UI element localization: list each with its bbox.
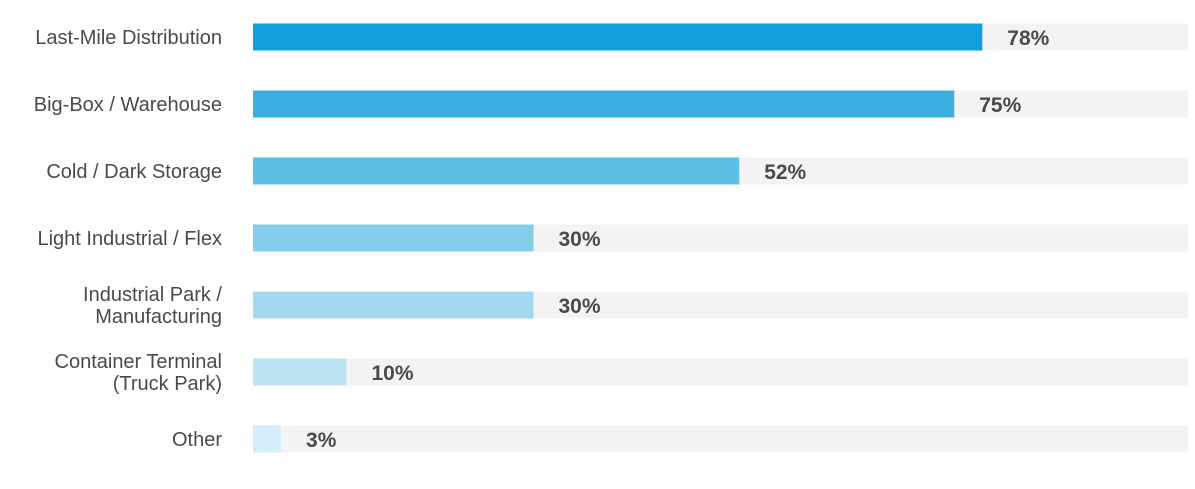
value-labels: 78% 75% 52% 30% 30% 10% 3% [306, 27, 1050, 452]
value-label: 30% [559, 295, 601, 318]
value-label: 3% [306, 429, 337, 452]
bars [253, 23, 983, 453]
value-label: 10% [372, 362, 414, 385]
value-label: 75% [979, 94, 1021, 117]
value-label: 78% [1007, 27, 1049, 50]
category-label: Cold / Dark Storage [46, 161, 222, 183]
bar [253, 358, 347, 386]
category-label: Big-Box / Warehouse [34, 94, 222, 116]
bar [253, 224, 534, 252]
bar [253, 425, 282, 453]
category-label: Other [172, 429, 222, 451]
value-label: 30% [559, 228, 601, 251]
bar-track [253, 425, 1188, 453]
bar-track [253, 358, 1188, 386]
bar [253, 291, 534, 319]
category-label: Light Industrial / Flex [37, 228, 222, 250]
bar [253, 90, 955, 118]
value-label: 52% [764, 161, 806, 184]
bar [253, 157, 740, 185]
category-label: Industrial Park / Manufacturing [83, 284, 222, 328]
category-labels: Last-Mile Distribution Big-Box / Warehous… [34, 27, 223, 451]
category-label: Last-Mile Distribution [35, 27, 222, 49]
bar [253, 23, 983, 51]
category-label: Container Terminal (Truck Park) [55, 351, 223, 395]
